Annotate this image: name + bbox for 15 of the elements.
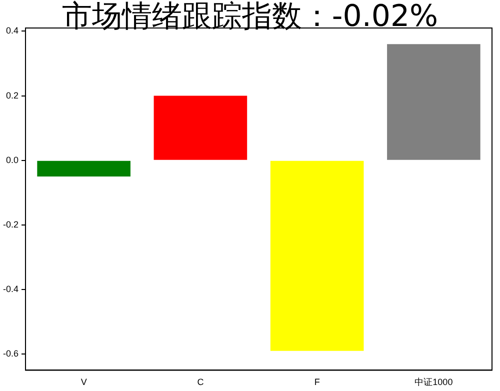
y-tick-label: -0.2 — [2, 219, 19, 230]
chart-title: 市场情绪跟踪指数：-0.02% — [62, 0, 438, 34]
bar — [154, 96, 248, 160]
x-tick-label: F — [314, 377, 320, 388]
bar — [270, 160, 364, 351]
x-tick-label: 中证1000 — [414, 377, 453, 388]
y-tick-label: 0.4 — [6, 26, 19, 36]
y-tick-label: -0.4 — [2, 284, 19, 294]
y-tick-label: -0.6 — [2, 348, 19, 359]
y-tick-label: 0.0 — [6, 154, 19, 165]
x-tick-label: V — [80, 377, 87, 388]
x-tick-label: C — [197, 377, 204, 388]
bar — [37, 160, 130, 176]
y-tick-label: 0.2 — [6, 90, 19, 100]
bar — [387, 44, 480, 160]
